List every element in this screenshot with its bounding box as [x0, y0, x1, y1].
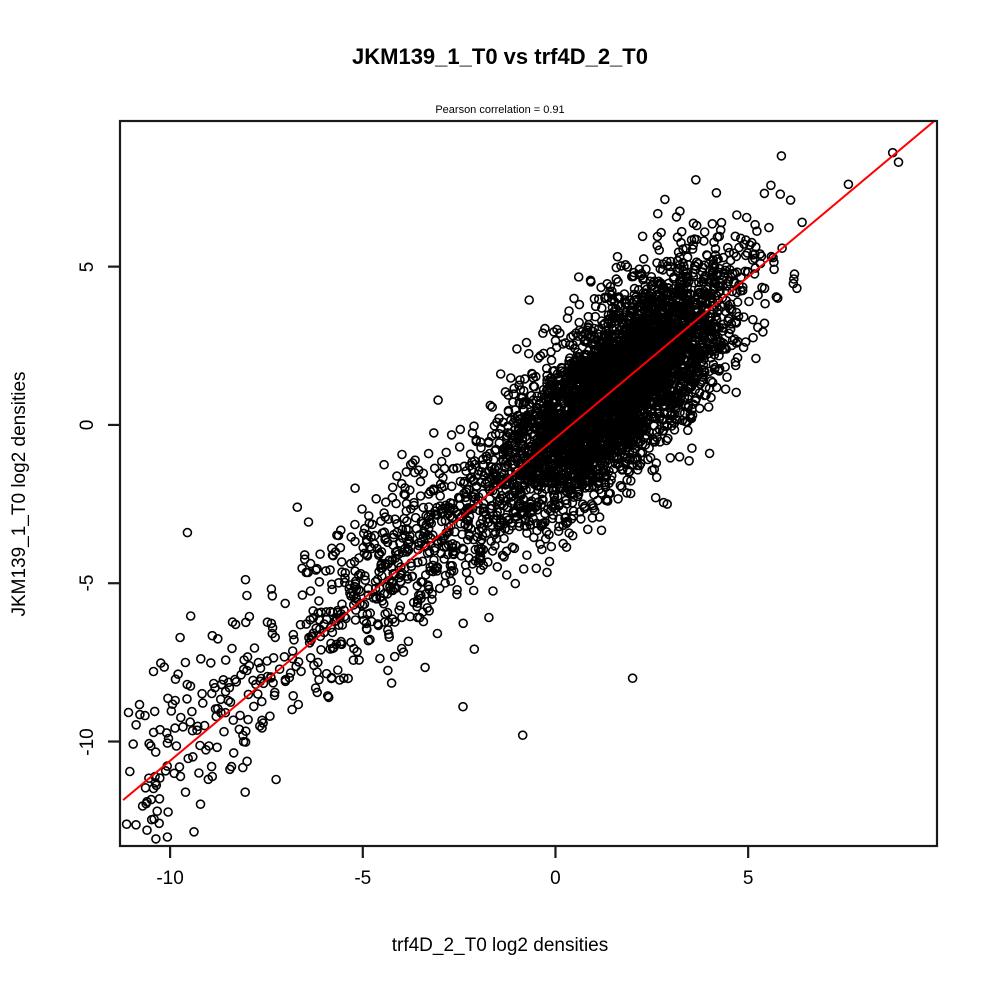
y-tick-label: 0 [77, 419, 98, 431]
y-tick-label: 5 [77, 261, 98, 272]
axis-ticks-layer [108, 265, 750, 858]
chart-subtitle-pearson: Pearson correlation = 0.91 [435, 104, 565, 116]
x-tick-label: 0 [550, 868, 561, 889]
chart-title: JKM139_1_T0 vs trf4D_2_T0 [352, 44, 648, 69]
scatter-points [121, 147, 904, 844]
y-tick-label: -10 [77, 727, 98, 756]
regression-line [122, 119, 936, 801]
plot-border [118, 119, 939, 848]
x-tick-label: 5 [742, 868, 754, 889]
data-points-layer [121, 147, 904, 844]
y-tick-label: -5 [77, 574, 98, 592]
x-axis-label: trf4D_2_T0 log2 densities [391, 935, 609, 956]
x-tick-label: -5 [354, 868, 372, 889]
x-tick-label: -10 [156, 868, 184, 889]
